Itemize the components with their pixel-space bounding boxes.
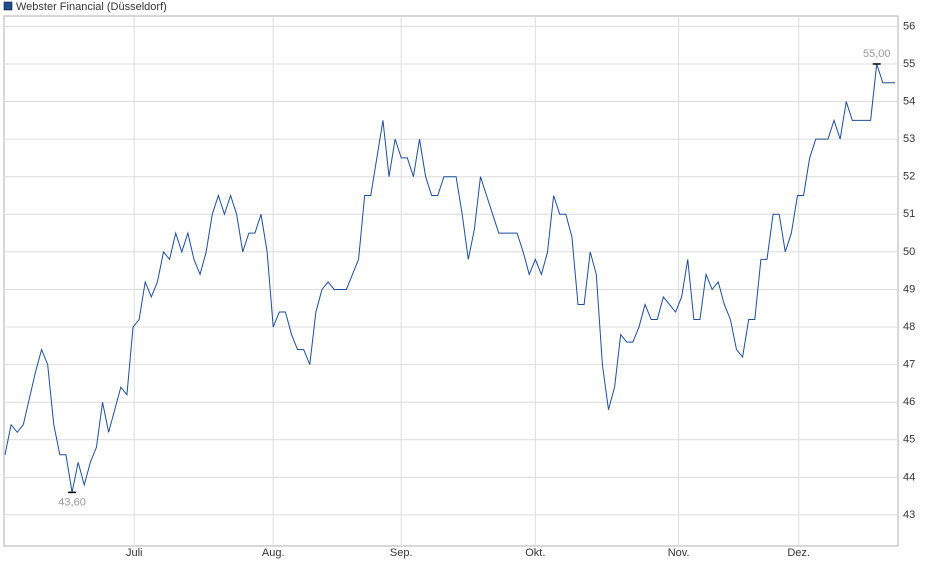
legend-swatch	[3, 1, 13, 11]
y-tick-label: 52	[903, 171, 915, 183]
plot-area	[3, 15, 899, 547]
y-tick-label: 50	[903, 246, 915, 258]
x-tick-label: Okt.	[525, 547, 545, 559]
x-tick-label: Dez.	[787, 547, 810, 559]
y-tick-label: 49	[903, 283, 915, 295]
y-tick-label: 43	[903, 509, 915, 521]
x-tick-label: Aug.	[262, 547, 285, 559]
price-line	[4, 63, 895, 493]
y-tick-label: 54	[903, 95, 915, 107]
x-tick-label: Sep.	[390, 547, 413, 559]
value-label: 43,60	[58, 496, 86, 508]
y-tick-label: 44	[903, 471, 915, 483]
legend-label: Webster Financial (Düsseldorf)	[16, 1, 167, 13]
y-tick-label: 45	[903, 434, 915, 446]
y-tick-label: 47	[903, 359, 915, 371]
value-label: 55,00	[863, 48, 891, 60]
y-tick-label: 55	[903, 58, 915, 70]
x-tick-label: Nov.	[668, 547, 690, 559]
y-tick-label: 51	[903, 208, 915, 220]
y-tick-label: 46	[903, 396, 915, 408]
y-tick-label: 48	[903, 321, 915, 333]
x-tick-label: Juli	[126, 547, 143, 559]
y-tick-label: 56	[903, 20, 915, 32]
y-tick-label: 53	[903, 133, 915, 145]
